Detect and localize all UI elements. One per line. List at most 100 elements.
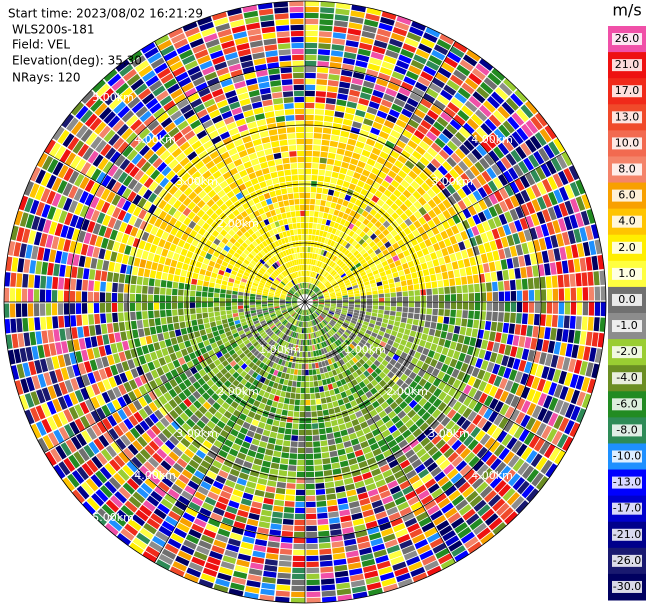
gate [293, 417, 299, 423]
gate [254, 539, 268, 547]
gate [557, 315, 564, 328]
gate [297, 465, 305, 472]
gate [348, 562, 362, 570]
gate [252, 495, 264, 503]
gate [562, 329, 569, 343]
gate [441, 247, 449, 257]
gate [166, 316, 173, 324]
gate [232, 463, 242, 472]
gate [526, 468, 539, 483]
gate [384, 310, 390, 315]
gate [305, 435, 313, 442]
gate [502, 138, 514, 152]
gate [371, 499, 383, 509]
gate [249, 507, 261, 515]
gate [372, 543, 386, 552]
gate [368, 241, 376, 248]
gate [450, 286, 456, 294]
gate [321, 218, 327, 225]
gate [261, 397, 268, 404]
gate [230, 582, 245, 591]
gate [448, 490, 461, 502]
gate [317, 55, 330, 62]
gate [312, 304, 318, 307]
gate [508, 423, 520, 436]
gate [500, 156, 512, 170]
gate [313, 300, 319, 302]
gate [291, 387, 296, 393]
gate [359, 174, 368, 183]
gate [292, 567, 305, 574]
gate [427, 405, 437, 415]
gate [382, 145, 392, 155]
gate [297, 321, 300, 327]
gate [192, 454, 203, 464]
gate [422, 347, 430, 356]
gate [391, 415, 401, 424]
gate [523, 157, 534, 171]
gate [207, 297, 214, 302]
gate [328, 146, 337, 154]
gate [545, 314, 552, 327]
gate [384, 539, 398, 549]
gate [535, 364, 544, 378]
gate [537, 378, 546, 392]
gate [324, 264, 329, 270]
gate [430, 252, 438, 260]
gate [520, 104, 534, 119]
gate [350, 10, 365, 18]
gate [494, 388, 504, 400]
gate [268, 354, 274, 361]
gate [423, 114, 436, 125]
gate [290, 368, 295, 375]
gate [319, 13, 334, 20]
gate [382, 279, 389, 285]
gate [324, 238, 329, 244]
gate [272, 420, 280, 427]
gate [488, 411, 499, 423]
gate [373, 40, 388, 49]
gate [310, 321, 313, 327]
gate [365, 342, 372, 349]
gate [314, 325, 318, 332]
gate [493, 414, 504, 426]
gate [548, 141, 560, 156]
gate [291, 429, 299, 435]
gate [518, 429, 530, 442]
gate [360, 307, 366, 312]
gate [329, 233, 335, 240]
gate [399, 275, 406, 282]
gate [486, 282, 492, 292]
gate [286, 355, 291, 362]
gate [370, 316, 377, 321]
gate [494, 480, 507, 493]
gate [370, 387, 378, 395]
gate [257, 421, 266, 429]
gate [233, 387, 241, 396]
gate [342, 299, 349, 302]
gate [353, 475, 363, 483]
gate [389, 193, 398, 202]
gate [81, 303, 88, 314]
gate [376, 356, 384, 363]
gate [341, 275, 348, 280]
gate [312, 303, 318, 306]
gate [401, 317, 407, 323]
gate [525, 100, 538, 115]
gate [476, 86, 490, 99]
gate [577, 345, 585, 360]
gate [350, 266, 357, 272]
gate [286, 483, 296, 489]
gate [301, 369, 305, 376]
gate [45, 303, 52, 316]
gate [314, 287, 319, 292]
gate [369, 319, 376, 325]
gate [398, 54, 412, 64]
gate [311, 181, 317, 187]
gate [420, 437, 431, 447]
gate [402, 296, 409, 302]
gate [275, 596, 290, 603]
gate [427, 375, 436, 384]
gate [385, 233, 393, 241]
gate [405, 124, 416, 134]
